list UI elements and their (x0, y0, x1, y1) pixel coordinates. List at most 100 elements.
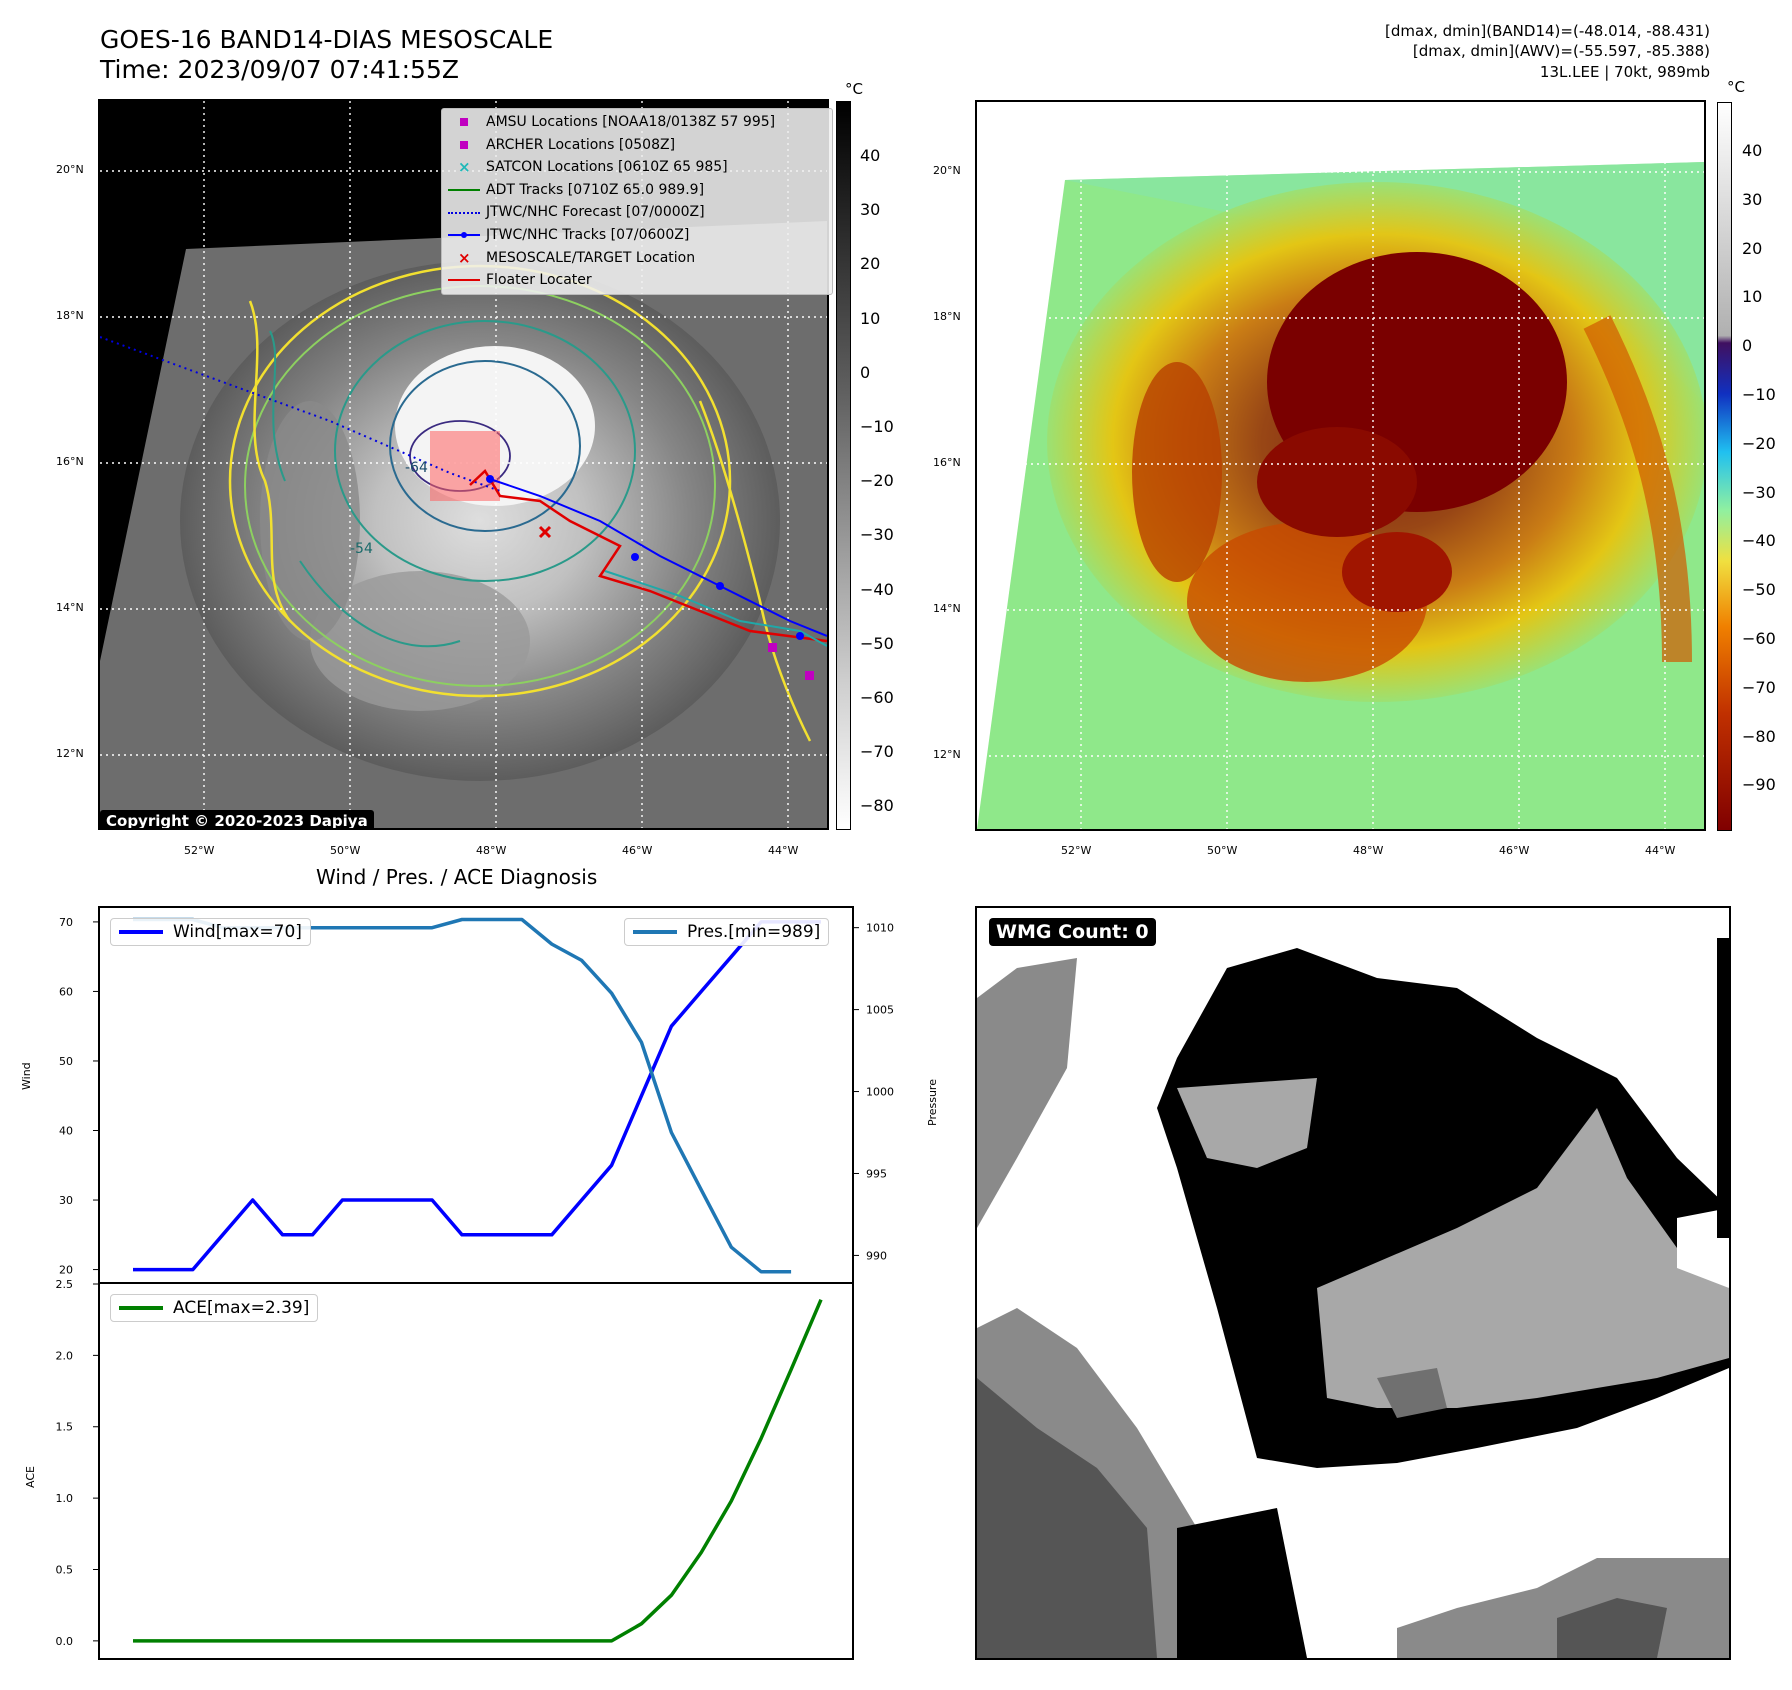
colorbar-tick-label: −90 (1742, 775, 1776, 795)
ace-tick-label: 0.0 (56, 1635, 74, 1648)
wind-tick-label: 30 (59, 1194, 73, 1207)
ace-axis-title: ACE (24, 1466, 37, 1488)
colorbar-tick-label: 40 (1742, 141, 1763, 160)
colorbar-right (1717, 102, 1732, 831)
diagnosis-title: Wind / Pres. / ACE Diagnosis (316, 865, 598, 889)
colorbar-tick-label: 20 (1742, 238, 1763, 258)
lat-label: 18°N (933, 310, 961, 323)
stat-storm: 13L.LEE | 70kt, 989mb (1539, 63, 1710, 81)
wind-tick-label: 20 (59, 1264, 73, 1277)
square-marker-icon (446, 134, 486, 156)
ace-panel (98, 1282, 854, 1660)
x-marker-icon: × (458, 248, 471, 267)
colorbar-tick-label: −80 (860, 796, 894, 816)
line-marker-icon (446, 179, 486, 201)
colorbar-tick-label: −60 (1742, 629, 1776, 648)
line-marker-icon (446, 269, 486, 291)
contour-label-54: -54 (350, 541, 373, 557)
wmg-panel: WMG Count: 0 (975, 906, 1731, 1660)
colorbar-tick-label: −60 (860, 688, 894, 707)
ace-tick-label: 2.0 (56, 1349, 74, 1362)
ace-tick-label: 1.5 (56, 1421, 74, 1434)
legend-item-satcon: × SATCON Locations [0610Z 65 985] (446, 156, 826, 179)
x-marker-icon: × (458, 158, 471, 177)
legend-item-forecast: JTWC/NHC Forecast [07/0000Z] (446, 201, 826, 224)
pressure-line-icon (633, 930, 677, 934)
colorbar-tick-label: 0 (1742, 336, 1753, 356)
stat-band14: [dmax, dmin](BAND14)=(-48.014, -88.431) (1385, 22, 1710, 40)
contour-label-64: -64 (405, 460, 428, 476)
copyright-badge: Copyright © 2020-2023 Dapiya (100, 810, 374, 828)
legend-item-tracks: JTWC/NHC Tracks [07/0600Z] (446, 224, 826, 247)
map-title: GOES-16 BAND14-DIAS MESOSCALE (100, 25, 554, 54)
wind-tick-label: 60 (59, 985, 73, 998)
lat-label: 20°N (933, 164, 961, 177)
legend-item-amsu: AMSU Locations [NOAA18/0138Z 57 995] (446, 111, 826, 134)
lat-label: 14°N (933, 602, 961, 615)
colorbar-tick-label: −30 (1742, 482, 1776, 502)
colorbar-tick-label: −10 (1742, 385, 1776, 404)
wmg-count-badge: WMG Count: 0 (989, 918, 1156, 946)
stat-awv: [dmax, dmin](AWV)=(-55.597, -85.388) (1412, 42, 1710, 60)
pressure-tick-label: 990 (866, 1249, 887, 1262)
ir-map: -64 -54 Copyright © 2020-2023 Dapiya (98, 99, 829, 830)
colorbar-tick-label: −20 (1742, 433, 1776, 453)
lat-label: 16°N (56, 455, 84, 468)
lat-label: 16°N (933, 456, 961, 469)
map-legend: AMSU Locations [NOAA18/0138Z 57 995] ARC… (441, 108, 833, 295)
line-dot-icon (446, 224, 486, 246)
colorbar-tick-label: −20 (860, 471, 894, 491)
lon-label: 50°W (330, 844, 361, 857)
wind-tick-label: 40 (59, 1125, 73, 1138)
colorbar-tick-label: 10 (1742, 287, 1763, 307)
lon-label: 46°W (1499, 844, 1530, 857)
wind-series-line (133, 920, 821, 1272)
lon-label: 46°W (622, 844, 653, 857)
legend-item-archer: ARCHER Locations [0508Z] (446, 134, 826, 157)
colorbar-tick-label: −50 (1742, 580, 1776, 600)
ace-tick-label: 0.5 (56, 1563, 74, 1576)
pressure-tick-label: 1010 (866, 922, 894, 935)
pressure-legend: Pres.[min=989] (624, 918, 830, 946)
colorbar-tick-label: 0 (860, 362, 871, 382)
lon-label: 52°W (1061, 844, 1092, 857)
colorbar-tick-label: 20 (860, 254, 881, 274)
colorbar-right-unit: °C (1727, 78, 1745, 96)
wind-tick-label: 70 (59, 916, 73, 929)
colorbar-tick-label: 40 (860, 146, 881, 165)
colorbar-tick-label: −50 (860, 633, 894, 653)
colorbar-tick-label: 10 (860, 308, 881, 328)
lon-label: 50°W (1207, 844, 1238, 857)
legend-item-floater: Floater Locater (446, 269, 826, 292)
ace-tick-label: 2.5 (56, 1278, 74, 1291)
wind-tick-label: 50 (59, 1055, 73, 1068)
colorbar-tick-label: −80 (1742, 726, 1776, 746)
lon-label: 48°W (476, 844, 507, 857)
lon-label: 44°W (768, 844, 799, 857)
colorbar-tick-label: 30 (1742, 189, 1763, 209)
pressure-tick-label: 995 (866, 1167, 887, 1180)
wind-axis-title: Wind (20, 1062, 33, 1090)
pressure-axis-title: Pressure (926, 1079, 939, 1126)
ace-legend: ACE[max=2.39] (110, 1294, 319, 1322)
pressure-tick-label: 1000 (866, 1086, 894, 1099)
lat-label: 14°N (56, 601, 84, 614)
lon-label: 52°W (184, 844, 215, 857)
wind-line-icon (119, 930, 163, 934)
map-time: Time: 2023/09/07 07:41:55Z (100, 55, 459, 84)
pressure-series-line (133, 917, 792, 1274)
ace-series-line (133, 1299, 823, 1643)
colorbar-tick-label: −40 (1742, 531, 1776, 551)
lat-label: 18°N (56, 309, 84, 322)
enhanced-ir-map (975, 100, 1706, 831)
colorbar-tick-label: −30 (860, 525, 894, 545)
colorbar-left (836, 101, 851, 830)
colorbar-tick-label: 30 (860, 200, 881, 220)
lat-label: 20°N (56, 163, 84, 176)
colorbar-tick-label: −70 (1742, 677, 1776, 697)
wind-legend: Wind[max=70] (110, 918, 311, 946)
square-marker-icon (446, 111, 486, 133)
colorbar-tick-label: −40 (860, 579, 894, 599)
lon-label: 44°W (1645, 844, 1676, 857)
ace-line-icon (119, 1306, 163, 1310)
